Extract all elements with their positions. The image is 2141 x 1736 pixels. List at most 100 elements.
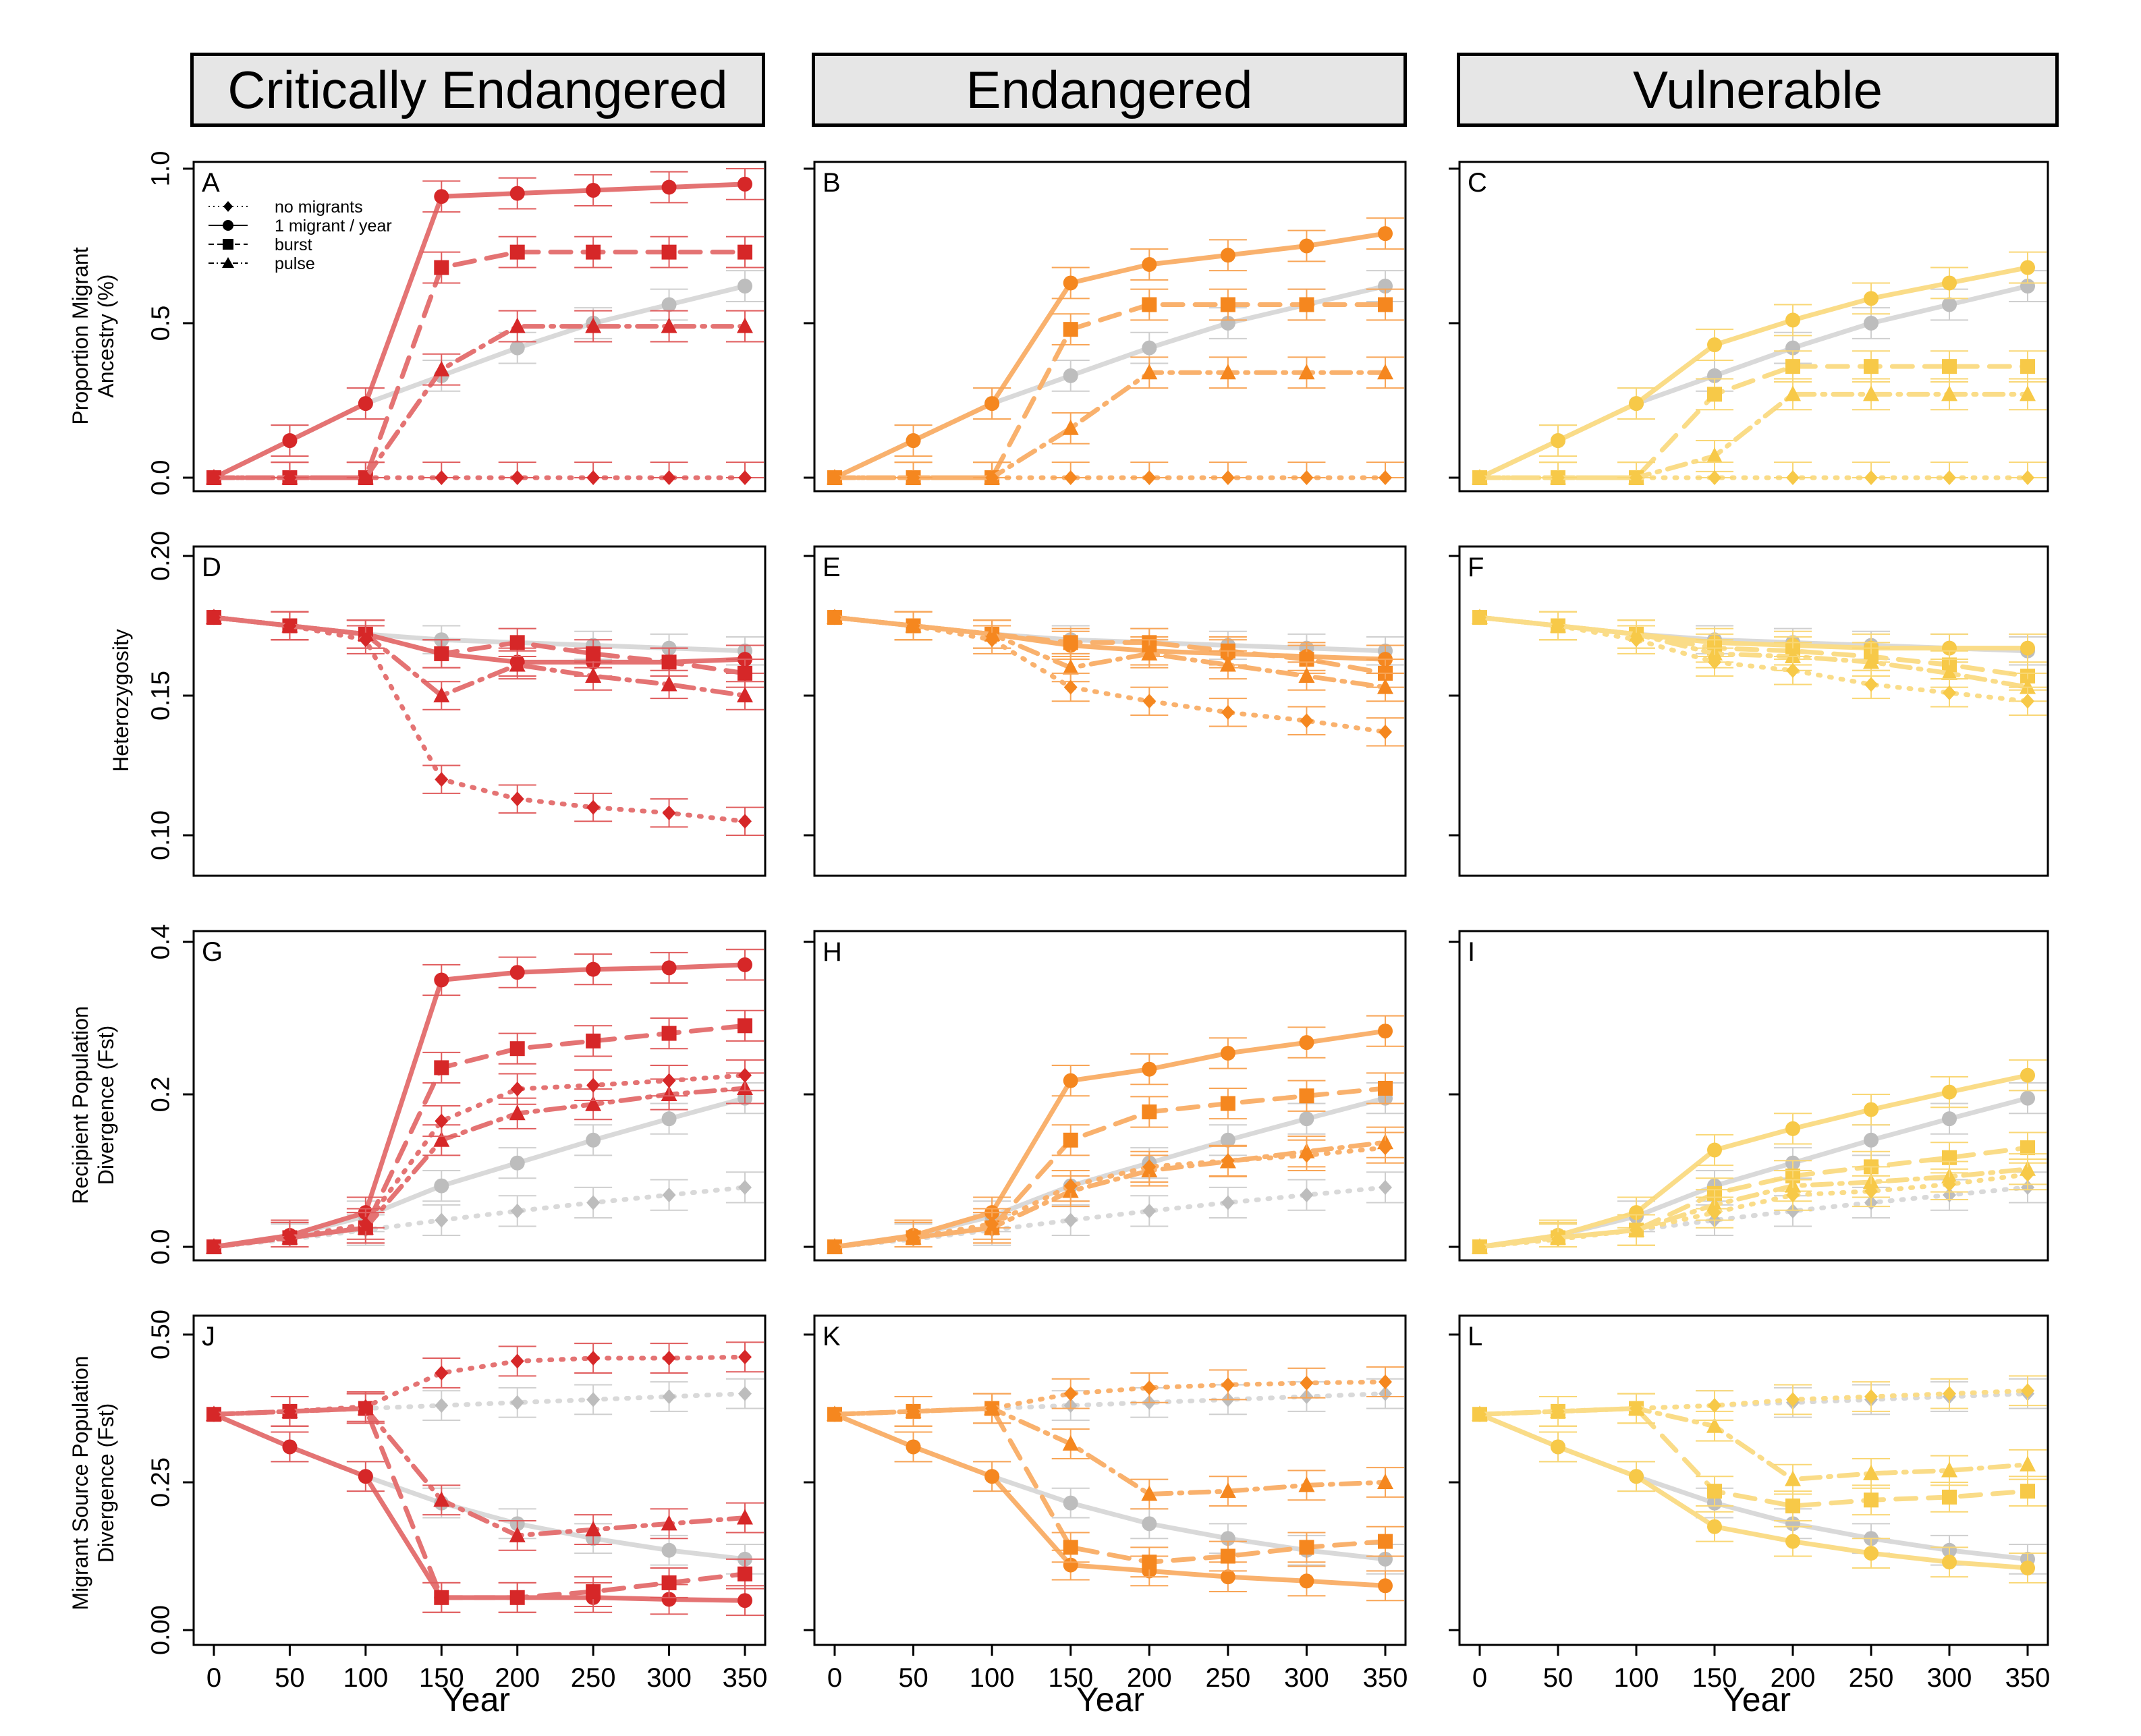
data-point — [1785, 1534, 1800, 1549]
data-point — [828, 1407, 841, 1422]
header-endangered: Endangered — [812, 53, 1407, 127]
x-tick-label: 250 — [1205, 1663, 1250, 1693]
panel-letter: A — [202, 168, 220, 198]
panel-letter: I — [1468, 937, 1475, 967]
header-vulnerable: Vulnerable — [1457, 53, 2059, 127]
data-point — [434, 260, 449, 275]
data-point — [661, 960, 677, 976]
data-point — [1706, 1417, 1723, 1433]
data-point — [1142, 340, 1157, 356]
data-point — [661, 1111, 677, 1127]
data-point — [1142, 1203, 1157, 1219]
y-tick-label: 0.25 — [146, 1457, 175, 1507]
panel-letter: K — [823, 1322, 841, 1351]
data-point — [1377, 678, 1393, 694]
data-point — [662, 1389, 676, 1404]
data-point — [1299, 1540, 1314, 1555]
data-point — [1785, 312, 1800, 328]
data-point — [1300, 470, 1314, 485]
panel-frame — [192, 545, 767, 877]
data-point — [1141, 644, 1158, 661]
data-point — [586, 1351, 601, 1366]
series-no-migrants — [207, 1341, 764, 1427]
data-point — [1551, 433, 1565, 449]
data-point — [737, 317, 753, 333]
data-point — [1298, 364, 1315, 380]
series-1-migrant-year — [827, 217, 1404, 485]
data-point — [661, 1575, 677, 1590]
y-tick-label: 0.20 — [146, 531, 175, 581]
data-point — [435, 1398, 449, 1413]
panel-letter: J — [202, 1322, 215, 1351]
series-pulse — [206, 609, 764, 710]
series-line — [1477, 1073, 2030, 1250]
data-point — [738, 470, 752, 485]
data-point — [1708, 654, 1721, 670]
data-point — [1142, 297, 1157, 312]
panel-letter: C — [1468, 168, 1487, 198]
data-point — [510, 1353, 524, 1369]
data-point — [586, 470, 601, 485]
x-axis-label-vu: Year — [1723, 1681, 1791, 1718]
data-point — [1786, 1187, 1800, 1203]
series-line — [1477, 615, 2030, 704]
data-point — [1220, 1548, 1235, 1564]
data-point — [358, 396, 373, 412]
data-point — [738, 1349, 752, 1365]
y-tick-label: 0.0 — [146, 460, 175, 496]
data-point — [1785, 1499, 1800, 1514]
legend-label: burst — [275, 235, 312, 254]
data-point — [585, 317, 602, 333]
series-no-migrants — [1473, 1375, 2047, 1427]
data-point — [586, 244, 601, 260]
data-point — [1221, 1153, 1235, 1169]
data-point — [1377, 1474, 1393, 1489]
data-point — [1864, 316, 1879, 331]
panel-frame — [813, 161, 1407, 493]
panel-frame — [1458, 161, 2049, 493]
y-tick-label: 0.4 — [146, 924, 175, 960]
data-point — [1063, 679, 1078, 695]
panel-frame — [1458, 545, 2049, 877]
data-point — [1629, 1205, 1644, 1221]
data-point — [1378, 1551, 1393, 1567]
data-point — [1864, 291, 1879, 306]
series-line — [211, 615, 748, 698]
data-point — [1629, 1469, 1644, 1484]
data-point — [1864, 677, 1878, 692]
data-point — [738, 1386, 752, 1401]
data-point — [1708, 1205, 1721, 1221]
header-critically-endangered: Critically Endangered — [190, 53, 765, 127]
panel-d: D 0.10 0.15 0.20 — [146, 531, 767, 877]
panel-c: C — [1449, 161, 2049, 493]
data-point — [1378, 1534, 1393, 1549]
data-point — [1299, 297, 1314, 312]
data-point — [738, 1018, 752, 1034]
data-point — [433, 687, 450, 702]
data-point — [509, 317, 526, 333]
series-no-migrants — [1473, 1158, 2047, 1254]
data-point — [1786, 470, 1800, 485]
data-point — [662, 805, 676, 820]
data-point — [2021, 1383, 2034, 1399]
data-point — [433, 360, 450, 376]
data-point — [1378, 1080, 1393, 1096]
data-point — [1473, 610, 1486, 625]
panel-l: L 0 50 100 150 200 250 300 350 — [1449, 1314, 2050, 1693]
data-point — [1220, 1096, 1235, 1111]
data-point — [1300, 1375, 1314, 1391]
data-point — [661, 1515, 677, 1531]
panel-letter: L — [1468, 1322, 1482, 1351]
data-point — [2020, 1561, 2035, 1576]
data-point — [1300, 1187, 1314, 1203]
data-point — [985, 1401, 999, 1416]
data-point — [435, 1365, 449, 1380]
data-point — [1942, 359, 1957, 374]
data-point — [1062, 1435, 1079, 1451]
data-point — [1062, 419, 1079, 435]
data-point — [2021, 694, 2034, 709]
data-point — [283, 618, 297, 634]
x-tick-label: 50 — [1543, 1663, 1574, 1693]
series-line — [832, 302, 1388, 480]
